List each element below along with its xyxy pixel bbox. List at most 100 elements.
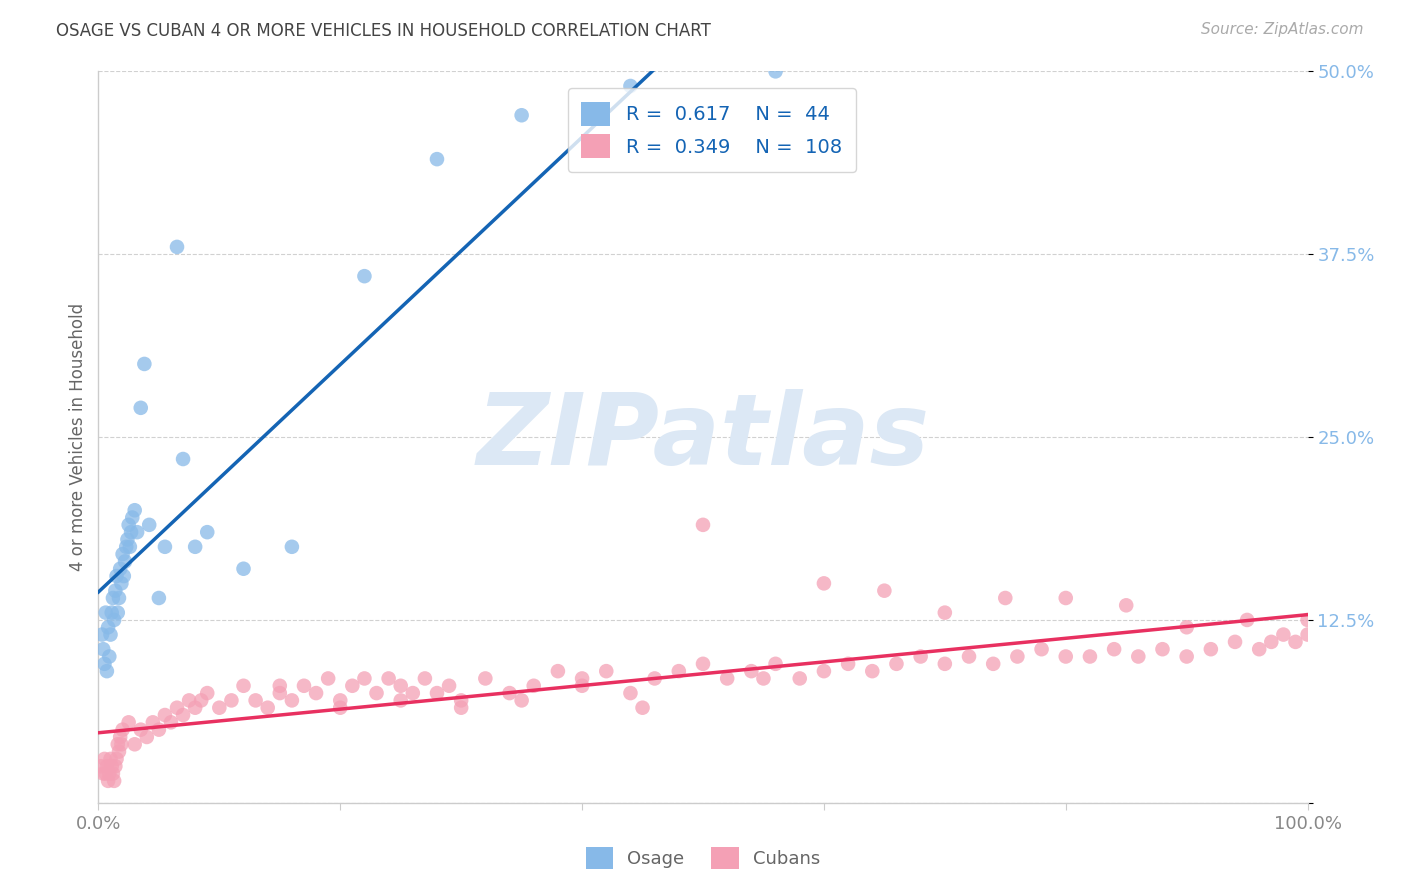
Point	[118, 540, 141, 554]
Point	[1223, 635, 1246, 649]
Point	[101, 766, 124, 780]
Point	[91, 642, 114, 657]
Point	[195, 525, 218, 540]
Point	[353, 269, 375, 284]
Point	[595, 664, 617, 678]
Point	[1236, 613, 1258, 627]
Point	[389, 679, 412, 693]
Point	[93, 752, 115, 766]
Point	[100, 759, 122, 773]
Point	[377, 672, 399, 686]
Point	[1078, 649, 1101, 664]
Point	[118, 517, 141, 532]
Point	[184, 540, 207, 554]
Point	[166, 700, 188, 714]
Point	[510, 108, 533, 122]
Point	[142, 715, 165, 730]
Point	[134, 357, 156, 371]
Legend: R =  0.617    N =  44, R =  0.349    N =  108: R = 0.617 N = 44, R = 0.349 N = 108	[568, 88, 856, 172]
Point	[523, 679, 546, 693]
Point	[571, 679, 593, 693]
Point	[957, 649, 980, 664]
Y-axis label: 4 or more Vehicles in Household: 4 or more Vehicles in Household	[69, 303, 87, 571]
Point	[402, 686, 425, 700]
Point	[124, 737, 146, 751]
Point	[93, 657, 115, 671]
Point	[692, 657, 714, 671]
Point	[138, 517, 160, 532]
Point	[886, 657, 908, 671]
Point	[765, 657, 787, 671]
Point	[108, 745, 131, 759]
Point	[740, 664, 762, 678]
Point	[1175, 620, 1198, 634]
Point	[96, 759, 118, 773]
Point	[111, 723, 134, 737]
Point	[934, 657, 956, 671]
Point	[474, 672, 496, 686]
Point	[160, 715, 183, 730]
Point	[389, 693, 412, 707]
Point	[813, 664, 835, 678]
Point	[153, 540, 176, 554]
Point	[91, 766, 114, 780]
Point	[1175, 649, 1198, 664]
Point	[111, 547, 134, 561]
Point	[342, 679, 364, 693]
Point	[114, 554, 136, 568]
Point	[104, 583, 127, 598]
Point	[305, 686, 328, 700]
Point	[329, 693, 352, 707]
Point	[1152, 642, 1174, 657]
Point	[413, 672, 436, 686]
Legend: Osage, Cubans: Osage, Cubans	[578, 839, 828, 876]
Point	[547, 664, 569, 678]
Point	[765, 64, 787, 78]
Point	[1296, 627, 1319, 641]
Point	[450, 693, 472, 707]
Point	[860, 664, 883, 678]
Point	[981, 657, 1004, 671]
Point	[108, 562, 131, 576]
Point	[127, 525, 149, 540]
Point	[619, 78, 641, 93]
Point	[115, 540, 138, 554]
Point	[245, 693, 267, 707]
Point	[221, 693, 243, 707]
Point	[269, 679, 291, 693]
Point	[281, 693, 304, 707]
Point	[644, 672, 666, 686]
Point	[172, 452, 194, 467]
Point	[166, 240, 188, 254]
Point	[129, 723, 152, 737]
Point	[873, 583, 896, 598]
Point	[353, 672, 375, 686]
Point	[124, 503, 146, 517]
Point	[110, 576, 132, 591]
Point	[172, 708, 194, 723]
Point	[910, 649, 932, 664]
Point	[104, 759, 127, 773]
Point	[1031, 642, 1053, 657]
Point	[498, 686, 520, 700]
Point	[100, 752, 122, 766]
Text: ZIPatlas: ZIPatlas	[477, 389, 929, 485]
Point	[789, 672, 811, 686]
Point	[179, 693, 201, 707]
Point	[1199, 642, 1222, 657]
Point	[752, 672, 775, 686]
Point	[97, 773, 120, 788]
Point	[94, 606, 117, 620]
Point	[103, 613, 125, 627]
Point	[256, 700, 278, 714]
Point	[692, 517, 714, 532]
Point	[1054, 649, 1077, 664]
Point	[1054, 591, 1077, 605]
Point	[510, 693, 533, 707]
Point	[1284, 635, 1306, 649]
Point	[232, 679, 254, 693]
Point	[571, 672, 593, 686]
Point	[837, 657, 859, 671]
Point	[994, 591, 1017, 605]
Point	[135, 730, 157, 744]
